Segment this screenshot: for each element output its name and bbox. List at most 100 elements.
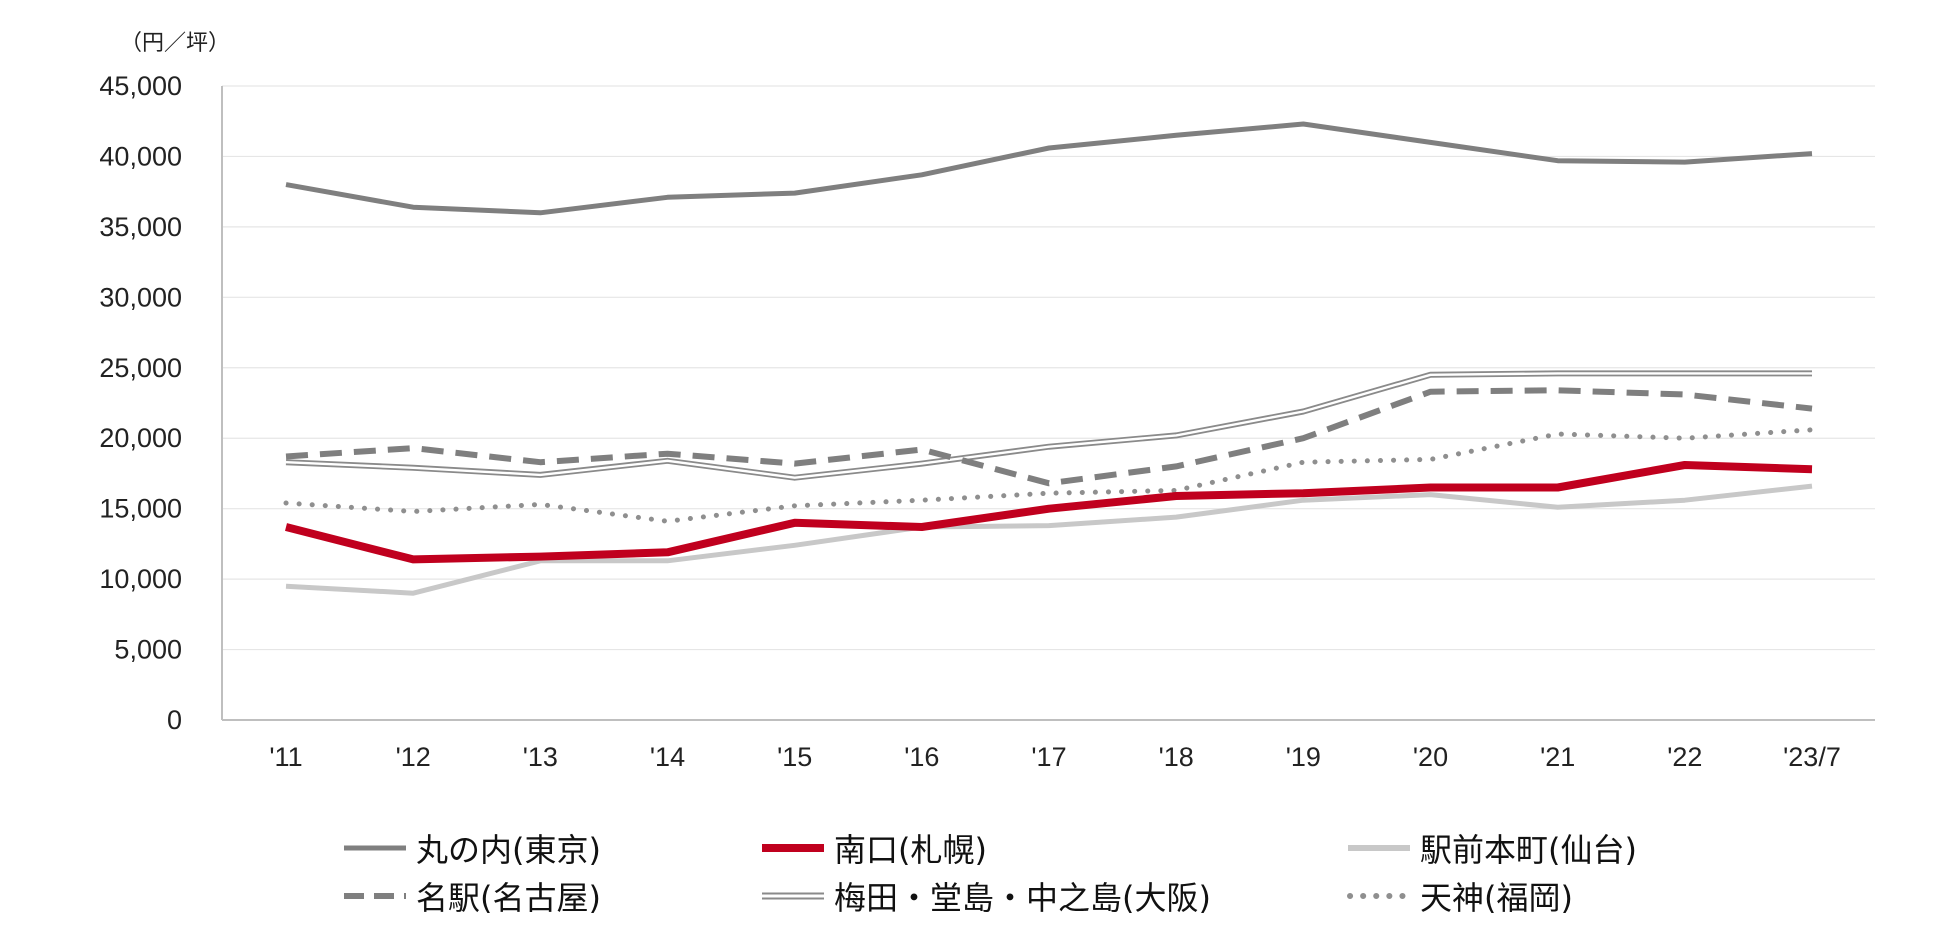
series-3-point xyxy=(411,446,415,450)
series-3-point xyxy=(1047,481,1051,485)
series-3-point xyxy=(1301,436,1305,440)
legend-item-umeda: 梅田・堂島・中之島(大阪) xyxy=(760,874,1211,918)
series-0-point xyxy=(666,195,670,199)
series-0-point xyxy=(538,211,542,215)
series-0-point xyxy=(284,183,288,187)
series-1-point xyxy=(411,557,415,561)
series-5-point xyxy=(1810,428,1814,432)
series-2-point xyxy=(666,559,670,563)
legend-swatch-ekimaehonmachi xyxy=(1348,845,1410,851)
x-tick-label: '18 xyxy=(1159,742,1194,772)
series-3-line xyxy=(285,387,1813,487)
series-1-line xyxy=(285,461,1813,564)
series-4-line-outer xyxy=(285,370,1812,481)
series-1-point xyxy=(1047,507,1051,511)
series-0-point xyxy=(1429,140,1433,144)
series-4-point xyxy=(1047,445,1051,449)
grid-lines xyxy=(222,85,1875,651)
legend-item-marunouchi: 丸の内(東京) xyxy=(342,826,601,870)
series-0-point xyxy=(920,173,924,177)
series-5-point xyxy=(1429,457,1433,461)
legend-swatch-minamiguchi xyxy=(762,844,824,852)
legend-item-minamiguchi: 南口(札幌) xyxy=(760,826,987,870)
series-1-point xyxy=(284,525,288,529)
y-tick-label: 20,000 xyxy=(99,423,182,453)
series-0-point xyxy=(1047,146,1051,150)
x-tick-label: '13 xyxy=(523,742,558,772)
series-4-point xyxy=(1174,433,1178,437)
x-tick-label: '23/7 xyxy=(1783,742,1841,772)
series-5-point xyxy=(1556,432,1560,436)
series-0-point xyxy=(1556,159,1560,163)
legend-item-ekimaehonmachi: 駅前本町(仙台) xyxy=(1346,826,1637,870)
series-3-point xyxy=(538,460,542,464)
y-tick-label: 0 xyxy=(167,705,182,735)
axes xyxy=(221,86,1875,721)
series-4-point xyxy=(538,473,542,477)
series-2-point xyxy=(1301,498,1305,502)
y-tick-label: 45,000 xyxy=(99,71,182,101)
y-tick-label: 30,000 xyxy=(99,282,182,312)
series-4-point xyxy=(1556,371,1560,375)
series-5-point xyxy=(666,519,670,523)
series-1-point xyxy=(1429,486,1433,490)
y-tick-label: 5,000 xyxy=(114,635,182,665)
series-1-point xyxy=(666,550,670,554)
legend-label-umeda: 梅田・堂島・中之島(大阪) xyxy=(834,879,1211,917)
x-tick-label: '22 xyxy=(1667,742,1702,772)
legend-label-tenjin: 天神(福岡) xyxy=(1420,879,1573,917)
series-5-point xyxy=(1174,488,1178,492)
series-2-point xyxy=(411,591,415,595)
legend-swatch-meieki xyxy=(344,893,406,899)
y-tick-label: 35,000 xyxy=(99,212,182,242)
series-0-point xyxy=(1683,160,1687,164)
series-1-point xyxy=(920,525,924,529)
legend: 丸の内(東京) 南口(札幌) 駅前本町(仙台) 名駅(名古屋) 梅田・堂島・中之… xyxy=(330,826,1730,926)
series-2-point xyxy=(1047,524,1051,528)
x-tick-label: '12 xyxy=(396,742,431,772)
x-tick-label: '19 xyxy=(1286,742,1321,772)
series-4-point xyxy=(1683,371,1687,375)
series-4-point xyxy=(411,466,415,470)
y-axis-ticks: 0 5,000 10,000 15,000 20,000 25,000 30,000 35,0… xyxy=(99,71,182,735)
legend-label-marunouchi: 丸の内(東京) xyxy=(416,831,601,869)
series-5-point xyxy=(793,504,797,508)
series-3-point xyxy=(284,455,288,459)
series-3-point xyxy=(920,447,924,451)
series-2-point xyxy=(1810,484,1814,488)
legend-swatch-umeda xyxy=(762,892,824,900)
series-5-point xyxy=(1301,460,1305,464)
series-0-point xyxy=(411,205,415,209)
y-tick-label: 15,000 xyxy=(99,494,182,524)
series-2-point xyxy=(1556,505,1560,509)
y-tick-label: 10,000 xyxy=(99,564,182,594)
legend-item-tenjin: 天神(福岡) xyxy=(1346,874,1573,918)
x-tick-label: '14 xyxy=(650,742,685,772)
series-4-line-inner xyxy=(285,372,1812,479)
series-1-point xyxy=(1556,486,1560,490)
series-2-line xyxy=(285,483,1813,596)
legend-label-meieki: 名駅(名古屋) xyxy=(416,879,601,917)
legend-swatch-tenjin xyxy=(1347,893,1412,899)
x-tick-label: '11 xyxy=(269,742,302,772)
series-2-point xyxy=(793,543,797,547)
x-tick-label: '16 xyxy=(904,742,939,772)
series-1-point xyxy=(793,521,797,525)
series-3-point xyxy=(1556,388,1560,392)
series-3-point xyxy=(1810,407,1814,411)
series-lines xyxy=(283,121,1815,596)
series-3-point xyxy=(1429,390,1433,394)
series-2-point xyxy=(1683,498,1687,502)
x-tick-label: '15 xyxy=(777,742,812,772)
series-0-point xyxy=(793,191,797,195)
series-0-point xyxy=(1301,122,1305,126)
series-5-point xyxy=(1047,491,1051,495)
series-5-point xyxy=(411,509,415,513)
series-3-point xyxy=(1174,464,1178,468)
series-0-line xyxy=(285,121,1813,216)
x-tick-label: '20 xyxy=(1413,742,1448,772)
x-tick-label: '21 xyxy=(1540,742,1575,772)
unit-label: （円／坪） xyxy=(120,31,230,56)
series-0-point xyxy=(1174,133,1178,137)
legend-label-ekimaehonmachi: 駅前本町(仙台) xyxy=(1420,831,1637,869)
